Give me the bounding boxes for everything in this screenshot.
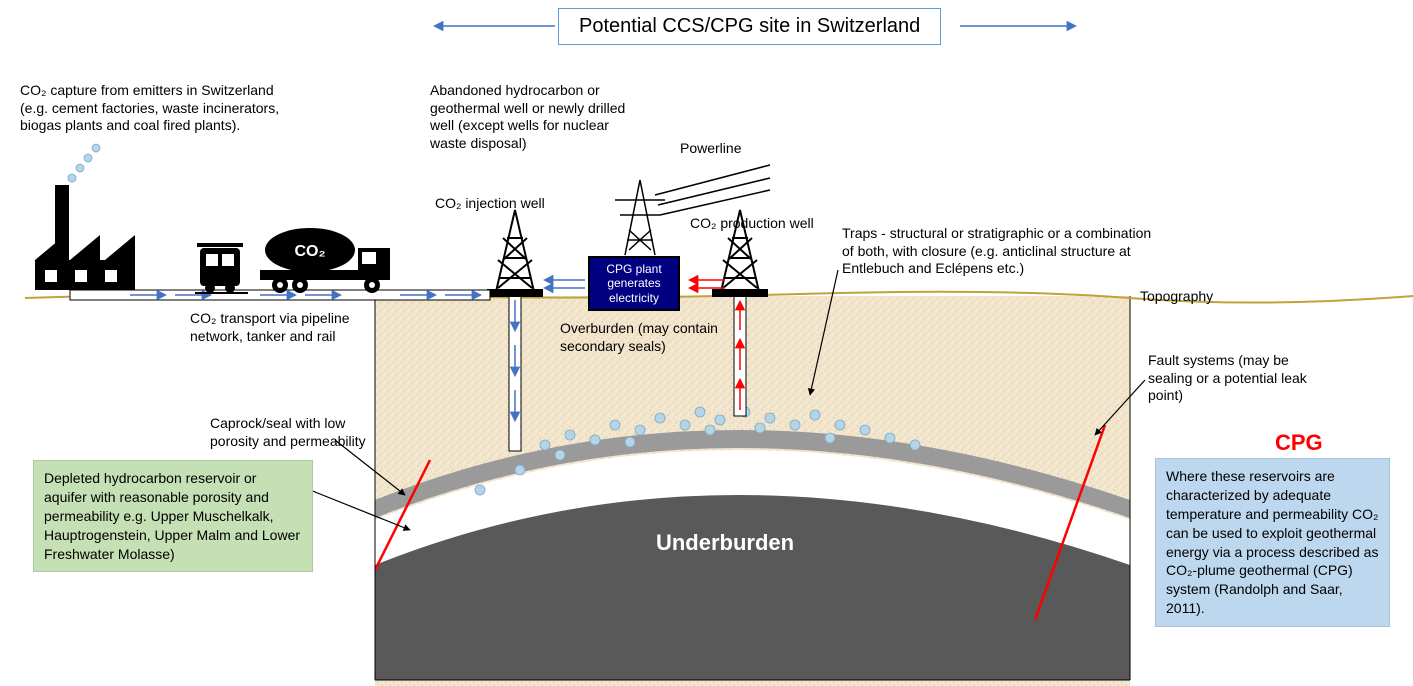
well-note-label: Abandoned hydrocarbon or geothermal well… bbox=[430, 82, 640, 152]
caprock-label: Caprock/seal with low porosity and perme… bbox=[210, 415, 390, 450]
cpg-info-box: Where these reservoirs are characterized… bbox=[1155, 458, 1390, 627]
injection-well-label: CO₂ injection well bbox=[435, 195, 545, 213]
reservoir-info-text: Depleted hydrocarbon reservoir or aquife… bbox=[44, 470, 300, 562]
traps-label: Traps - structural or stratigraphic or a… bbox=[842, 225, 1152, 278]
capture-label: CO₂ capture from emitters in Switzerland… bbox=[20, 82, 280, 135]
cpg-plant-label: CPG plant generates electricity bbox=[606, 262, 661, 305]
production-well-label: CO₂ production well bbox=[690, 215, 814, 233]
factory-icon bbox=[35, 185, 135, 290]
reservoir-info-box: Depleted hydrocarbon reservoir or aquife… bbox=[33, 460, 313, 572]
powerline-label: Powerline bbox=[680, 140, 741, 158]
overburden-label: Overburden (may contain secondary seals) bbox=[560, 320, 760, 355]
underburden-label: Underburden bbox=[656, 530, 794, 555]
fault-label: Fault systems (may be sealing or a poten… bbox=[1148, 352, 1318, 405]
train-icon bbox=[195, 243, 248, 293]
transport-label: CO₂ transport via pipeline network, tank… bbox=[190, 310, 375, 345]
topography-label: Topography bbox=[1140, 288, 1213, 306]
cpg-title: CPG bbox=[1275, 430, 1323, 456]
tanker-label: CO₂ bbox=[294, 243, 325, 260]
cpg-info-text: Where these reservoirs are characterized… bbox=[1166, 468, 1378, 616]
cpg-plant-box: CPG plant generates electricity bbox=[588, 256, 680, 311]
tanker-icon: CO₂ bbox=[260, 228, 390, 293]
